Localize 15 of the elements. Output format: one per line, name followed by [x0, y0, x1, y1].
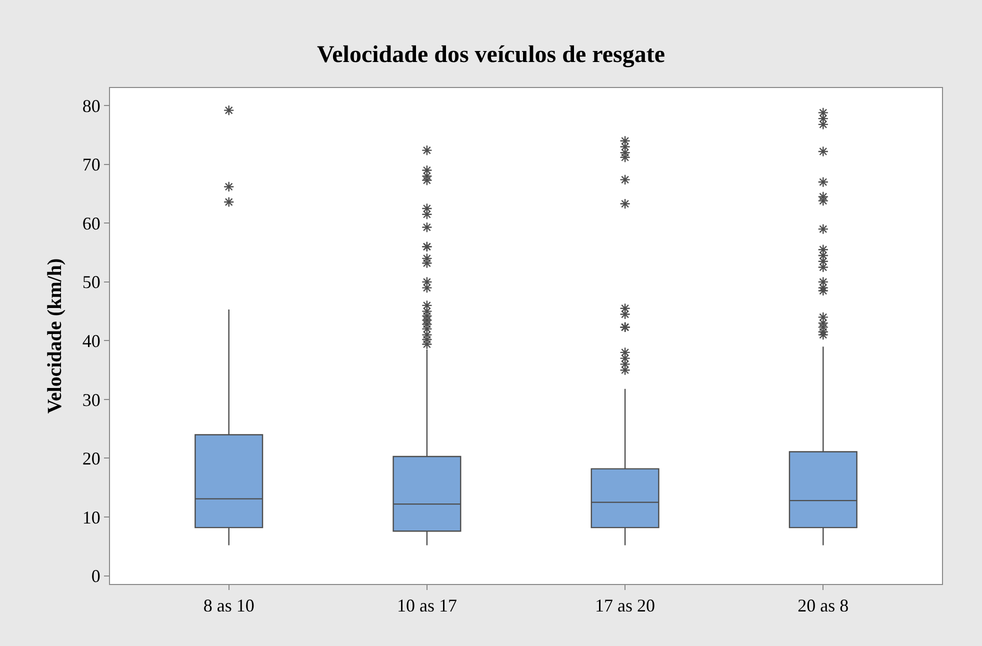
y-tick-label: 60 [82, 213, 100, 234]
y-tick-label: 70 [82, 154, 100, 175]
x-tick-label: 17 as 20 [595, 596, 656, 616]
y-tick-label: 30 [82, 390, 100, 410]
y-tick-label: 20 [82, 448, 100, 469]
y-tick-label: 80 [82, 96, 100, 116]
y-tick-label: 0 [91, 566, 100, 586]
y-tick-label: 10 [82, 507, 100, 528]
y-tick-label: 40 [82, 331, 100, 351]
chart-title: Velocidade dos veículos de resgate [317, 42, 666, 68]
x-tick-label: 10 as 17 [396, 596, 457, 616]
y-axis-title: Velocidade (km/h) [44, 258, 66, 414]
x-tick-label: 20 as 8 [798, 596, 849, 616]
y-tick-label: 50 [82, 272, 100, 292]
x-tick-label: 8 as 10 [203, 596, 254, 616]
